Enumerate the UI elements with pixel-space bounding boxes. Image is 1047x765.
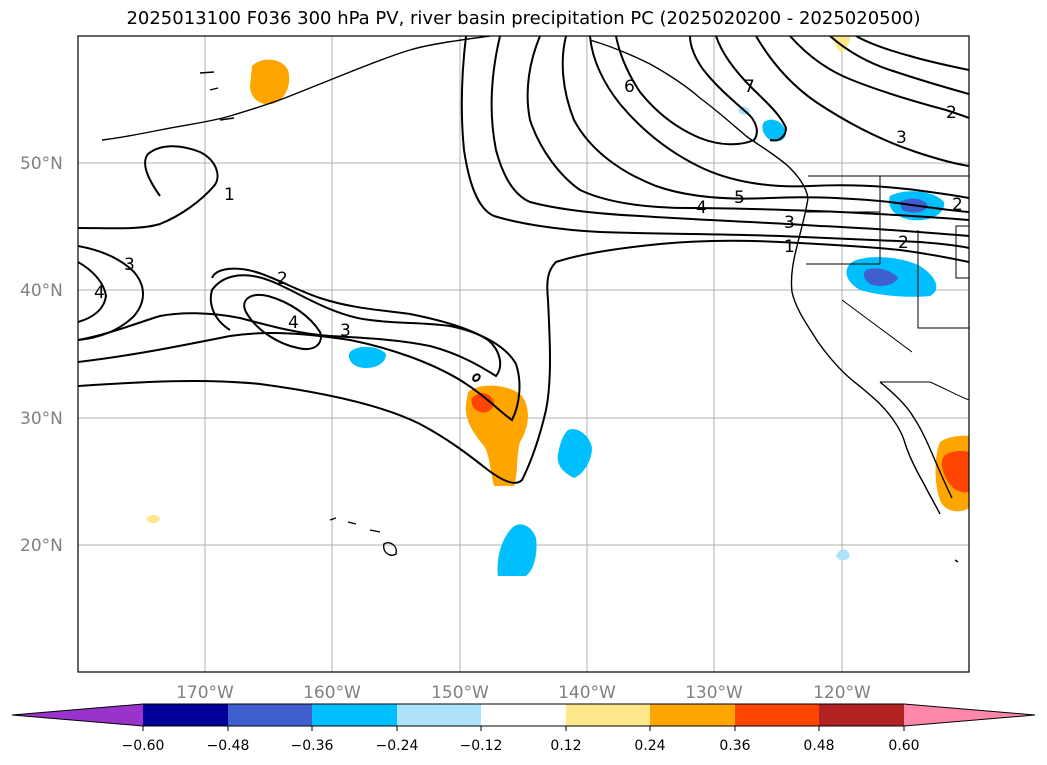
- alaska-peninsula-coast: [101, 36, 491, 141]
- precip-blob-great-basin-core: [863, 268, 898, 286]
- alaska-islands: [199, 71, 235, 121]
- colorbar-tick-label: 0.60: [888, 738, 919, 754]
- colorbar-tick-label: −0.60: [122, 738, 165, 754]
- pv-contour-2-left: [78, 274, 521, 422]
- pv-contour-north-3: [526, 36, 969, 221]
- precip-blob-pnw: [762, 119, 786, 142]
- colorbar-extend-min: [12, 704, 143, 726]
- lon-label: 130°W: [685, 683, 743, 703]
- pv-contour-7: [715, 36, 788, 142]
- colorbar-ticks: [142, 726, 905, 731]
- colorbar-segment: [819, 704, 904, 726]
- us-west-coast: [790, 197, 941, 515]
- colorbar: −0.60 −0.48 −0.36 −0.24 −0.12 0.12 0.24 …: [11, 703, 1036, 754]
- longitude-labels: 170°W 160°W 150°W 140°W 130°W 120°W: [176, 683, 871, 703]
- contour-label: 7: [744, 77, 755, 97]
- map-title: 2025013100 F036 300 hPa PV, river basin …: [126, 8, 921, 29]
- lon-label: 170°W: [176, 683, 234, 703]
- latitude-labels: 50°N 40°N 30°N 20°N: [20, 154, 63, 556]
- pv-contour-south-hook: [472, 373, 481, 382]
- pv-contour-left-edge-1: [78, 245, 144, 341]
- pv-contour-northeast-1: [755, 36, 969, 167]
- contour-label: 3: [124, 255, 135, 275]
- precip-blob-hawaii-north: [348, 346, 386, 368]
- colorbar-segment: [312, 704, 397, 726]
- pv-contour-4-loop: [243, 294, 322, 350]
- pv-contour-northeast-2: [789, 36, 969, 119]
- colorbar-tick-label: 0.24: [634, 738, 665, 754]
- lat-label: 40°N: [20, 281, 63, 301]
- precip-positive-shading: [146, 36, 969, 524]
- contour-label: 1: [784, 237, 795, 257]
- precip-blob-east-pacific-1: [557, 429, 592, 478]
- colorbar-tick-label: 0.12: [550, 738, 581, 754]
- precip-blob-east-pacific-2: [497, 524, 537, 576]
- colorbar-extend-max: [904, 704, 1035, 726]
- pv-contour-north-1: [460, 36, 969, 249]
- baja-peninsula: [879, 381, 953, 499]
- precip-negative-shading: [348, 106, 945, 576]
- lat-label: 50°N: [20, 154, 63, 174]
- hawaii-islands: [329, 517, 398, 556]
- contour-label: 6: [624, 77, 635, 97]
- pv-contour-left-edge-2: [78, 261, 108, 323]
- colorbar-tick-label: −0.36: [291, 738, 334, 754]
- contour-label: 2: [277, 269, 288, 289]
- contour-label: 4: [94, 283, 105, 303]
- contour-label: 5: [734, 188, 745, 208]
- lon-label: 150°W: [431, 683, 489, 703]
- colorbar-tick-label: 0.36: [719, 738, 750, 754]
- map-background: [78, 36, 969, 672]
- contour-label: 3: [896, 128, 907, 148]
- precip-blob-mexico-red: [941, 451, 969, 493]
- contour-label: 3: [784, 213, 795, 233]
- lon-label: 140°W: [558, 683, 616, 703]
- pv-contour-1-west: [78, 145, 219, 230]
- pv-contours: [78, 36, 969, 484]
- contour-label: 4: [696, 198, 707, 218]
- pv-contour-1-main: [78, 239, 969, 484]
- pv-contour-labels: 1 2 3 4 3 2 4 6 7 5 4 3 1 2 3 2: [94, 77, 963, 341]
- colorbar-tick-label: −0.48: [207, 738, 250, 754]
- precip-blob-subtropical-red: [471, 393, 494, 413]
- contour-label: 2: [946, 103, 957, 123]
- contour-label: 2: [898, 233, 909, 253]
- colorbar-segment: [481, 704, 566, 726]
- lon-label: 120°W: [813, 683, 871, 703]
- colorbar-segment: [143, 704, 228, 726]
- pv-contour-3: [78, 267, 502, 378]
- pv-contour-north-5: [589, 36, 969, 199]
- colorbar-tick-label: 0.48: [803, 738, 834, 754]
- colorbar-segment: [228, 704, 312, 726]
- colorbar-segment: [397, 704, 481, 726]
- colorbar-tick-label: −0.24: [376, 738, 419, 754]
- pv-contour-northeast-3: [829, 36, 969, 95]
- pv-contour-6: [615, 36, 758, 146]
- pv-contour-north-2: [490, 36, 969, 237]
- contour-label: 2: [952, 195, 963, 215]
- contour-label: 4: [288, 313, 299, 333]
- lon-label: 160°W: [303, 683, 361, 703]
- colorbar-segment: [650, 704, 735, 726]
- map-frame: [77, 35, 970, 673]
- pv-contour-northeast-4: [855, 36, 969, 71]
- small-island-south: [954, 559, 959, 563]
- colorbar-segment: [735, 704, 819, 726]
- us-mexico-border: [880, 381, 969, 401]
- precip-blob-small-south: [836, 549, 850, 561]
- contour-label: 1: [224, 185, 235, 205]
- colorbar-segment: [566, 704, 650, 726]
- lat-label: 20°N: [20, 536, 63, 556]
- bc-coast: [589, 39, 809, 199]
- precip-blob-alaska-orange: [250, 59, 290, 105]
- contour-label: 3: [340, 321, 351, 341]
- coastlines: [101, 36, 959, 563]
- colorbar-tick-label: −0.12: [460, 738, 503, 754]
- precip-blob-small-west: [146, 514, 160, 524]
- lat-label: 30°N: [20, 409, 63, 429]
- pv-contour-north-4: [561, 36, 969, 213]
